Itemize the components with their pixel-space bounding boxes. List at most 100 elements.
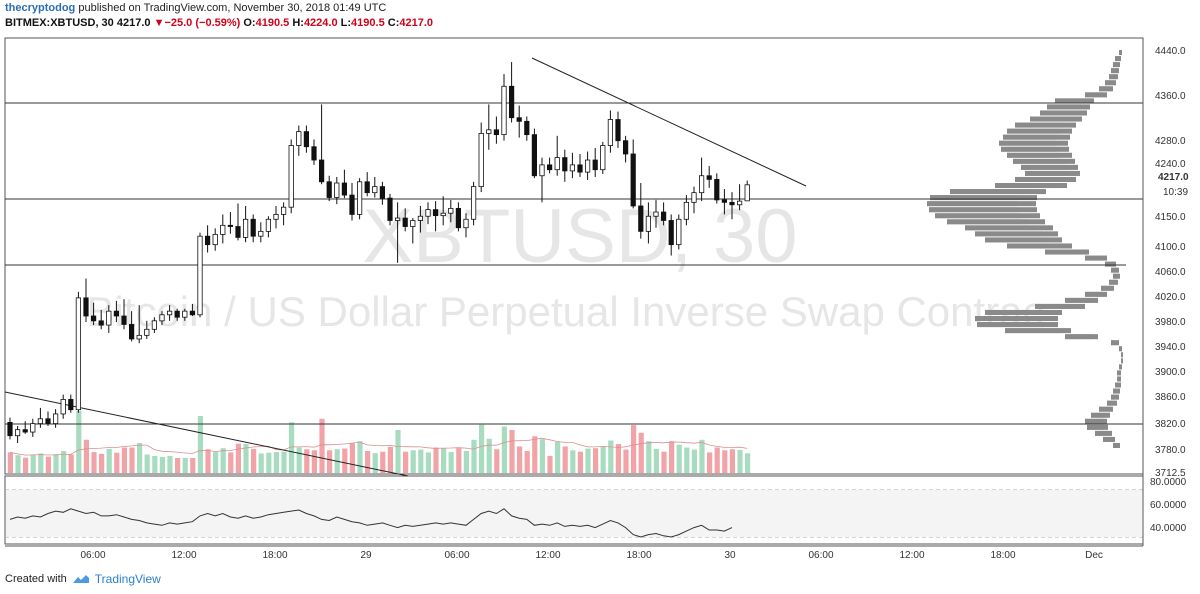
candle-down[interactable] [623,140,629,155]
candle-down[interactable] [68,399,74,411]
candle-up[interactable] [296,131,302,146]
candle-down[interactable] [661,211,667,221]
candle-up[interactable] [470,186,477,220]
candle-up[interactable] [699,175,705,194]
candle-up[interactable] [417,215,424,221]
candle-up[interactable] [394,217,401,221]
candle-up[interactable] [410,220,416,227]
candle-up[interactable] [288,145,294,208]
candle-up[interactable] [554,157,560,171]
candle-up[interactable] [569,164,576,172]
candle-down[interactable] [235,226,241,238]
candle-up[interactable] [683,201,690,220]
candle-down[interactable] [45,418,51,425]
candle-down[interactable] [91,315,97,322]
candle-down[interactable] [721,199,728,203]
candle-up[interactable] [30,423,36,433]
candle-down[interactable] [174,310,180,318]
candle-down[interactable] [311,146,317,161]
candle-up[interactable] [691,192,697,203]
candle-up[interactable] [258,230,264,237]
candle-down[interactable] [22,429,28,433]
candle-up[interactable] [478,133,484,188]
candle-down[interactable] [706,175,712,180]
main-pane[interactable] [4,37,1144,475]
candle-up[interactable] [265,218,272,232]
candle-down[interactable] [729,201,735,206]
candle-up[interactable] [676,218,682,246]
time-axis[interactable]: 06:00 12:00 18:00 29 06:00 12:00 18:00 3… [80,550,1102,561]
candle-up[interactable] [106,310,112,326]
candle-up[interactable] [653,211,659,217]
candle-up[interactable] [501,85,507,136]
candle-down[interactable] [364,181,370,194]
candle-up[interactable] [334,182,340,198]
author-link[interactable]: thecryptodog [5,2,76,14]
candle-up[interactable] [440,212,446,217]
candle-up[interactable] [356,181,363,215]
candle-up[interactable] [448,207,454,214]
candle-down[interactable] [326,181,332,198]
candle-up[interactable] [166,310,173,316]
candle-up[interactable] [744,184,750,202]
candle-up[interactable] [463,218,469,229]
candle-up[interactable] [372,186,378,194]
symbol-name[interactable]: BITMEX:XBTUSD, 30 [5,17,114,29]
candle-up[interactable] [539,164,545,177]
candle-down[interactable] [516,117,522,122]
candle-up[interactable] [645,215,652,232]
candle-up[interactable] [197,235,203,316]
candle-up[interactable] [151,320,157,330]
price-axis[interactable]: 4440.0 4360.0 4280.0 4240.0 4150.0 4100.… [1142,38,1194,546]
candle-down[interactable] [250,218,256,237]
candle-down[interactable] [303,131,310,148]
candle-down[interactable] [98,320,104,326]
candle-up[interactable] [159,314,165,322]
candle-down[interactable] [402,217,408,227]
candle-down[interactable] [341,182,348,196]
candle-up[interactable] [136,334,142,340]
candle-down[interactable] [113,310,119,317]
candle-up[interactable] [37,418,44,425]
candle-up[interactable] [212,233,218,246]
candle-up[interactable] [144,328,150,336]
candle-down[interactable] [638,205,644,232]
candle-up[interactable] [75,297,81,411]
candle-down[interactable] [432,209,439,217]
candle-down[interactable] [83,297,89,317]
candle-down[interactable] [547,164,553,171]
candle-up[interactable] [737,200,743,206]
candle-up[interactable] [14,429,21,437]
candle-down[interactable] [562,157,568,172]
candle-down[interactable] [128,324,135,340]
candle-up[interactable] [242,218,249,238]
candle-down[interactable] [318,159,325,183]
candle-up[interactable] [425,209,431,217]
candle-down[interactable] [668,220,674,246]
candle-up[interactable] [182,310,188,318]
candle-up[interactable] [280,206,287,215]
candle-down[interactable] [531,134,538,177]
candle-up[interactable] [60,399,66,415]
candle-down[interactable] [630,153,636,207]
tradingview-brand-link[interactable]: TradingView [94,572,161,586]
candle-down[interactable] [524,120,530,136]
candle-down[interactable] [592,159,598,171]
candle-down[interactable] [577,164,583,173]
candle-up[interactable] [486,129,492,134]
candle-up[interactable] [220,224,226,235]
candle-down[interactable] [379,186,386,199]
candle-down[interactable] [508,85,515,119]
price-chart[interactable]: XBTUSD, 30 Bitcoin / US Dollar Perpetual… [0,36,1200,572]
candle-up[interactable] [273,214,279,220]
candle-down[interactable] [714,178,720,201]
candle-down[interactable] [204,235,211,246]
candle-up[interactable] [600,145,606,171]
candle-down[interactable] [349,194,355,215]
candle-up[interactable] [585,159,591,173]
candle-down[interactable] [455,207,462,229]
candle-down[interactable] [615,119,621,142]
candle-up[interactable] [53,413,59,425]
candle-down[interactable] [227,224,233,227]
candle-down[interactable] [121,315,127,325]
